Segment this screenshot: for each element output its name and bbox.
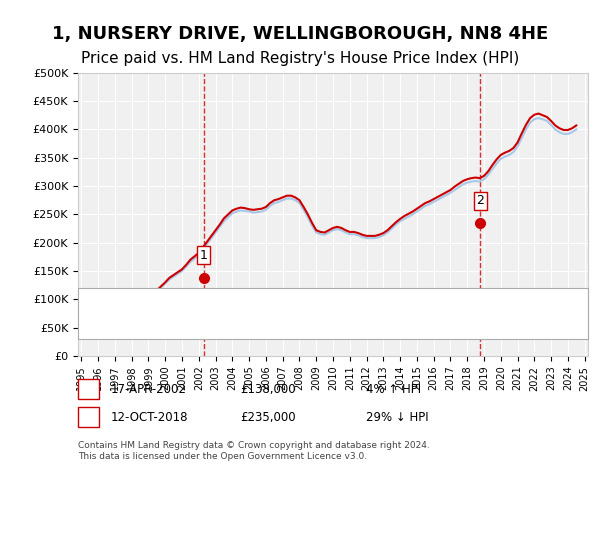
Text: HPI: Average price, detached house, North Northamptonshire: HPI: Average price, detached house, Nort… — [129, 320, 449, 330]
Text: 29% ↓ HPI: 29% ↓ HPI — [366, 410, 428, 424]
Text: 2: 2 — [85, 410, 92, 424]
Text: Contains HM Land Registry data © Crown copyright and database right 2024.: Contains HM Land Registry data © Crown c… — [78, 441, 430, 450]
Text: 1, NURSERY DRIVE, WELLINGBOROUGH, NN8 4HE (detached house): 1, NURSERY DRIVE, WELLINGBOROUGH, NN8 4H… — [129, 297, 481, 307]
Text: 1: 1 — [85, 382, 92, 396]
Text: £235,000: £235,000 — [240, 410, 296, 424]
Text: 4% ↑ HPI: 4% ↑ HPI — [366, 382, 421, 396]
Text: 2: 2 — [476, 194, 484, 207]
Text: 1: 1 — [200, 249, 208, 262]
Text: £138,000: £138,000 — [240, 382, 296, 396]
Text: 12-OCT-2018: 12-OCT-2018 — [111, 410, 188, 424]
Text: This data is licensed under the Open Government Licence v3.0.: This data is licensed under the Open Gov… — [78, 452, 367, 461]
Text: 1, NURSERY DRIVE, WELLINGBOROUGH, NN8 4HE: 1, NURSERY DRIVE, WELLINGBOROUGH, NN8 4H… — [52, 25, 548, 43]
Text: 17-APR-2002: 17-APR-2002 — [111, 382, 187, 396]
Text: Price paid vs. HM Land Registry's House Price Index (HPI): Price paid vs. HM Land Registry's House … — [81, 52, 519, 66]
